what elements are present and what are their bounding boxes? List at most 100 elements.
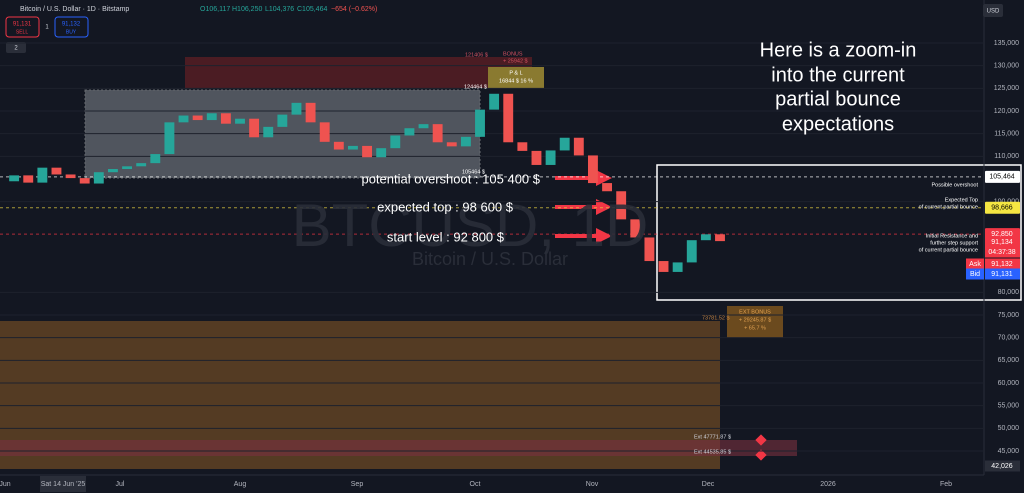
ext-bonus: EXT BONUS (739, 309, 771, 315)
quote-tag (985, 258, 1020, 270)
date-highlight (40, 476, 86, 492)
grid (0, 42, 984, 452)
candle-body (65, 174, 76, 179)
y-tick-label: 125,000 (994, 85, 1019, 92)
y-tick-label: 70,000 (998, 335, 1020, 342)
pnl-box (488, 67, 544, 88)
candle-body (644, 237, 655, 262)
candle-body (700, 234, 711, 241)
watermark: Bitcoin / U.S. Dollar (412, 249, 568, 269)
quote-tag (985, 246, 1020, 258)
ohlc: O106,117 H106,250 L104,376 C105,464 −654 (−0… (200, 6, 377, 13)
y-tick-label: 130,000 (994, 63, 1019, 70)
level-caption: Initial Resistance and (926, 234, 978, 240)
candle-body (573, 137, 584, 156)
candle-body (319, 122, 330, 142)
candle-body (277, 114, 288, 127)
candle-body (531, 150, 542, 165)
candle-body (559, 137, 570, 151)
candle-body (51, 167, 62, 175)
quote-tag (985, 268, 1020, 280)
candle-body (503, 93, 514, 143)
price-tag-label: 92,850 (991, 231, 1013, 238)
x-tick-label: Feb (940, 481, 952, 488)
y-tick-label: 75,000 (998, 312, 1020, 319)
y-tick-label: 115,000 (994, 131, 1019, 138)
x-tick-label: Jul (116, 481, 125, 488)
candle-body (602, 183, 612, 192)
currency-button[interactable] (983, 4, 1003, 17)
candle-body (93, 172, 104, 184)
ext-bonus: + 65.7 % (744, 325, 766, 331)
quote-tag (985, 236, 1020, 248)
quote-tag-label: Ask (969, 261, 981, 268)
x-tick-label: Sep (351, 481, 364, 488)
price-tag-label: 98,666 (991, 205, 1013, 212)
sell-button[interactable] (5, 16, 40, 38)
currency: USD (987, 9, 1000, 15)
quote-tag-label: 04:37:38 (988, 249, 1015, 256)
annotation: potential overshoot : 105 400 $ (361, 171, 540, 186)
candle-body (432, 124, 443, 143)
candle-body (404, 128, 415, 136)
candle-body (686, 240, 697, 263)
y-tick-label: 55,000 (998, 403, 1020, 410)
candle-body (263, 126, 274, 138)
candle-body (362, 145, 372, 158)
note-line: partial bounce (775, 88, 901, 110)
watermark: BTCUSD, 1D (292, 192, 649, 259)
candle-body (517, 142, 528, 151)
buy-button[interactable] (54, 16, 89, 38)
candle-body (460, 136, 471, 147)
indicator-toggle[interactable] (6, 42, 26, 53)
annotation: expected top : 98 600 $ (377, 199, 514, 214)
ohlc-value: O106,117 (200, 6, 230, 13)
ohlc-value: C105,464 (297, 6, 327, 13)
candle-body (235, 118, 245, 124)
bonus-label: + 25942 $ (503, 58, 528, 64)
ext-label: Ext 44535.85 $ (694, 449, 731, 455)
candle-body (658, 261, 669, 272)
candle-body (9, 175, 20, 182)
level-caption: Expected Top (945, 198, 978, 204)
candle-body (108, 169, 118, 173)
x-tick-label: Sat 14 Jun '25 (41, 481, 86, 488)
candle-body (475, 109, 485, 137)
y-tick-label: 80,000 (998, 289, 1020, 296)
candle-body (545, 150, 556, 165)
candle-body (23, 175, 34, 183)
price-tags: 135,000 130,000 125,000 120,000 115,000 110,0… (0, 40, 1020, 488)
candle-body (37, 167, 48, 183)
indicator-count: 2 (14, 46, 18, 52)
candle-body (672, 262, 683, 272)
ohlc-value: −654 (−0.62%) (331, 6, 377, 13)
level-caption: of current partial bounce (919, 205, 978, 211)
x-tick-label: 2026 (820, 481, 836, 488)
candle-body (418, 124, 429, 129)
candle-body (333, 141, 344, 150)
x-tick-label: Oct (470, 481, 481, 488)
y-tick-label: 60,000 (998, 380, 1020, 387)
bonus-zone (185, 57, 532, 88)
ohlc-value: H106,250 (232, 6, 262, 13)
quote-tag-label: Bid (970, 271, 980, 278)
buy-label: BUY (66, 29, 77, 35)
sell-price: 91,131 (13, 22, 32, 28)
spread: 1 (45, 25, 49, 31)
note-line: expectations (782, 113, 894, 135)
sell-label: SELL (16, 29, 28, 35)
top-label: 124464 $ (464, 84, 487, 90)
candle-body (446, 142, 457, 147)
candle-body (164, 122, 175, 155)
ext-bonus: + 29245.87 $ (739, 317, 771, 323)
candle-body (715, 234, 725, 242)
quote-tag-label: 42,026 (991, 463, 1013, 470)
candle-body (616, 191, 627, 220)
candle-body (390, 135, 401, 149)
texts: Bitcoin / U.S. Dollar · 1D · Bitstamp 91… (13, 6, 1000, 456)
ext-level: 73781.52 $ (702, 315, 730, 321)
candle-body (192, 115, 203, 121)
x-tick-label: Nov (586, 481, 599, 488)
candle-body (348, 145, 358, 150)
